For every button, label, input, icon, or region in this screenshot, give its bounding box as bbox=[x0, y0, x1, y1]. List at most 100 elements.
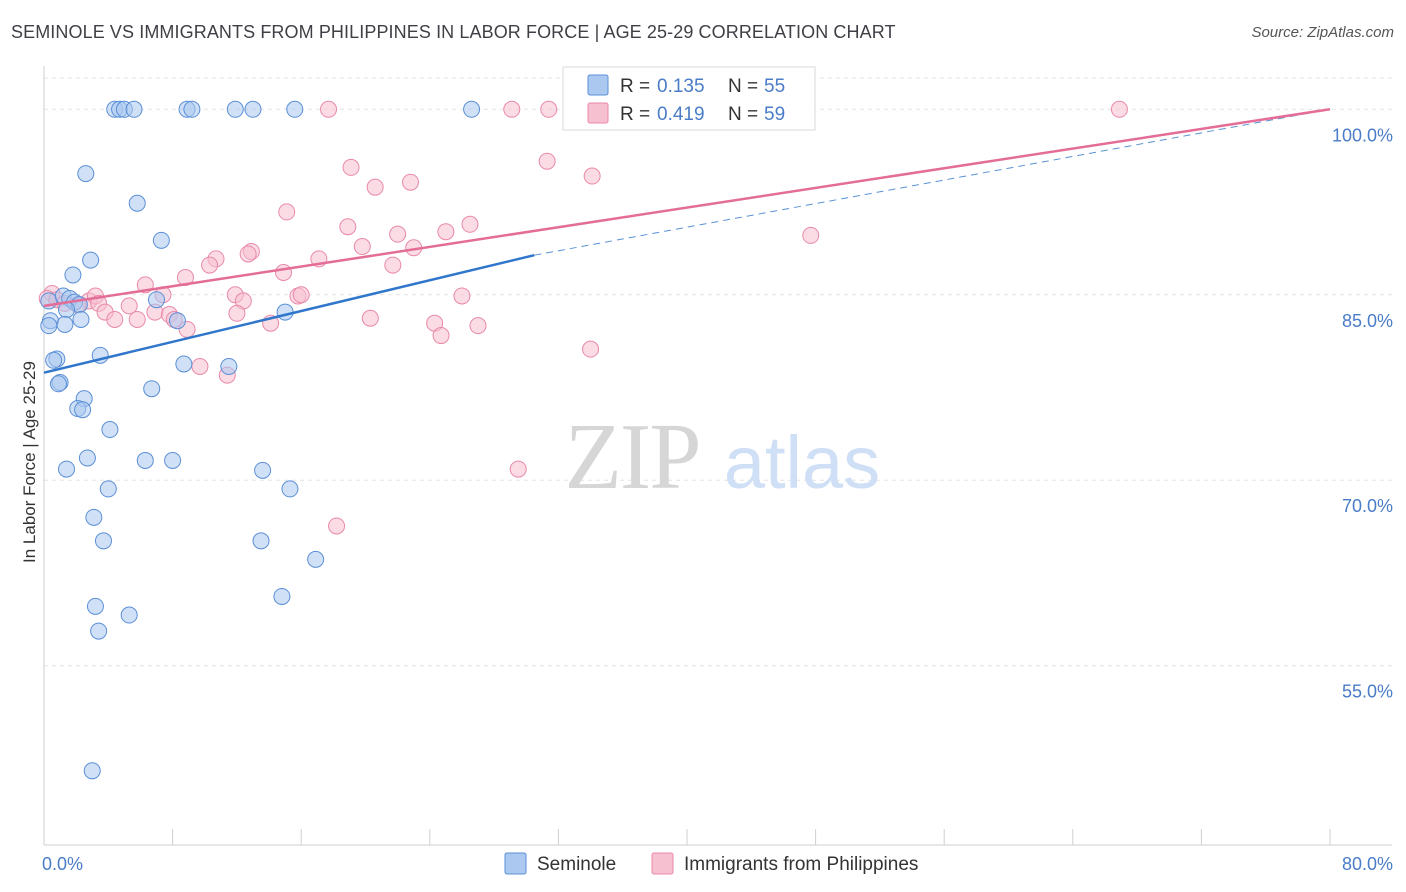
seminole-trend-extension bbox=[534, 108, 1331, 256]
legend-swatch-seminole bbox=[504, 852, 527, 875]
seminole-trend-line bbox=[43, 253, 535, 374]
philippines-point bbox=[432, 327, 450, 345]
trend-lines bbox=[43, 108, 1331, 374]
seminole-point bbox=[40, 317, 58, 335]
seminole-point bbox=[120, 606, 138, 624]
philippines-point bbox=[389, 225, 407, 243]
seminole-point bbox=[49, 375, 67, 393]
philippines-point bbox=[292, 286, 310, 304]
stats-r-label-2: R = bbox=[620, 104, 650, 125]
seminole-point bbox=[125, 100, 143, 118]
seminole-point bbox=[77, 165, 95, 183]
y-tick-label: 55.0% bbox=[1342, 682, 1393, 702]
philippines-point bbox=[582, 340, 600, 358]
philippines-point bbox=[342, 158, 360, 176]
philippines-point bbox=[540, 100, 558, 118]
philippines-point bbox=[339, 218, 357, 236]
philippines-point bbox=[120, 297, 138, 315]
philippines-point bbox=[437, 223, 455, 241]
seminole-point bbox=[40, 292, 58, 310]
philippines-point bbox=[503, 100, 521, 118]
x-tick-label: 0.0% bbox=[42, 854, 83, 874]
philippines-point bbox=[538, 152, 556, 170]
axes bbox=[43, 66, 1392, 846]
stats-r-value-1: 0.135 bbox=[657, 76, 705, 97]
philippines-point bbox=[583, 167, 601, 185]
philippines-point bbox=[201, 256, 219, 274]
philippines-point bbox=[278, 203, 296, 221]
stats-swatch-seminole bbox=[587, 74, 609, 96]
philippines-point bbox=[453, 287, 471, 305]
philippines-trend-line bbox=[43, 108, 1331, 308]
y-tick-label: 70.0% bbox=[1342, 496, 1393, 516]
philippines-point bbox=[509, 460, 527, 478]
seminole-point bbox=[90, 622, 108, 640]
philippines-point bbox=[353, 238, 371, 256]
seminole-point bbox=[128, 194, 146, 212]
seminole-point bbox=[64, 266, 82, 284]
seminole-point bbox=[175, 355, 193, 373]
philippines-point bbox=[469, 317, 487, 335]
watermark-zip: ZIP bbox=[565, 405, 700, 509]
seminole-point bbox=[164, 451, 182, 469]
stats-n-label-2: N = bbox=[728, 104, 758, 125]
philippines-point bbox=[402, 173, 420, 191]
stats-r-label-1: R = bbox=[620, 76, 650, 97]
stats-n-label-1: N = bbox=[728, 76, 758, 97]
seminole-point bbox=[183, 100, 201, 118]
legend-swatch-philippines bbox=[651, 852, 674, 875]
legend: Seminole Immigrants from Philippines bbox=[504, 852, 918, 875]
seminole-point bbox=[463, 100, 481, 118]
stats-n-value-2: 59 bbox=[764, 104, 785, 125]
seminole-point bbox=[276, 303, 294, 321]
seminole-point bbox=[74, 401, 92, 419]
philippines-point bbox=[320, 100, 338, 118]
seminole-point bbox=[148, 291, 166, 309]
philippines-point bbox=[802, 226, 820, 244]
stats-box: R = 0.135 N = 55 R = 0.419 N = 59 bbox=[562, 66, 816, 131]
seminole-point bbox=[143, 380, 161, 398]
seminole-point bbox=[273, 587, 291, 605]
chart-title: SEMINOLE VS IMMIGRANTS FROM PHILIPPINES … bbox=[11, 22, 896, 42]
seminole-point bbox=[152, 231, 170, 249]
philippines-point bbox=[128, 310, 146, 328]
seminole-point bbox=[78, 449, 96, 467]
philippines-point bbox=[275, 263, 293, 281]
philippines-point bbox=[328, 517, 346, 535]
y-axis-label: In Labor Force | Age 25-29 bbox=[20, 361, 39, 563]
seminole-point bbox=[58, 460, 76, 478]
philippines-point bbox=[361, 309, 379, 327]
seminole-point bbox=[281, 480, 299, 498]
source-label: Source: ZipAtlas.com bbox=[1251, 24, 1394, 41]
seminole-point bbox=[82, 251, 100, 269]
stats-r-value-2: 0.419 bbox=[657, 104, 705, 125]
watermark-atlas: atlas bbox=[724, 421, 880, 504]
tick-labels: 55.0% 70.0% 85.0% 100.0% 0.0% 80.0% bbox=[42, 125, 1393, 874]
legend-label-philippines: Immigrants from Philippines bbox=[684, 854, 918, 875]
seminole-point bbox=[101, 421, 119, 439]
seminole-point bbox=[83, 762, 101, 780]
watermark: ZIP atlas bbox=[565, 405, 881, 509]
series-seminole bbox=[40, 100, 481, 780]
philippines-point bbox=[366, 178, 384, 196]
gridlines bbox=[44, 77, 1392, 667]
seminole-point bbox=[56, 315, 74, 333]
seminole-point bbox=[94, 532, 112, 550]
seminole-point bbox=[86, 597, 104, 615]
stats-swatch-philippines bbox=[587, 102, 609, 124]
seminole-point bbox=[45, 351, 63, 369]
philippines-point bbox=[461, 215, 479, 233]
y-tick-label: 100.0% bbox=[1332, 125, 1393, 145]
seminole-point bbox=[226, 100, 244, 118]
seminole-point bbox=[72, 310, 90, 328]
philippines-point bbox=[384, 256, 402, 274]
seminole-point bbox=[286, 100, 304, 118]
stats-n-value-1: 55 bbox=[764, 76, 785, 97]
seminole-point bbox=[168, 312, 186, 330]
seminole-point bbox=[252, 532, 270, 550]
seminole-point bbox=[136, 451, 154, 469]
seminole-point bbox=[307, 550, 325, 568]
seminole-point bbox=[99, 480, 117, 498]
y-tick-label: 85.0% bbox=[1342, 311, 1393, 331]
